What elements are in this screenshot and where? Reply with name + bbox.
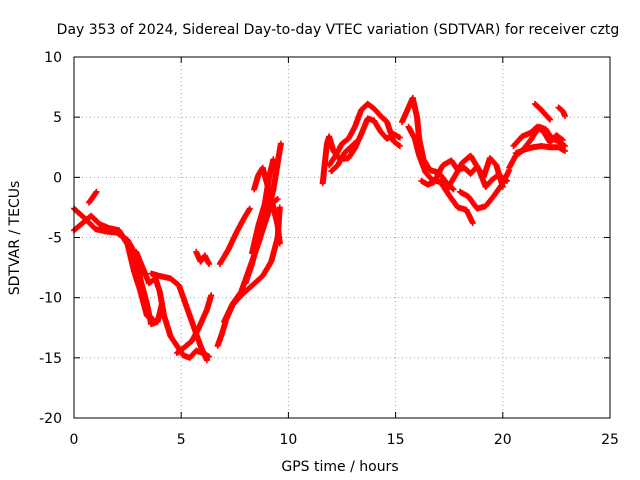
data-track	[512, 143, 568, 157]
data-track	[326, 100, 403, 169]
data-series-sdtvar	[71, 94, 568, 364]
data-track	[173, 292, 215, 356]
y-tick-label: 0	[53, 170, 62, 186]
x-tick-label: 5	[177, 432, 186, 448]
data-track	[405, 123, 476, 227]
data-point-markers	[216, 205, 253, 267]
data-track	[510, 123, 566, 149]
data-point-markers	[193, 248, 213, 267]
data-point-markers	[148, 270, 210, 364]
data-point-markers	[456, 167, 513, 212]
chart-title: Day 353 of 2024, Sidereal Day-to-day VTE…	[57, 22, 620, 38]
data-track	[148, 270, 210, 364]
x-tick-label: 15	[387, 432, 405, 448]
data-track	[328, 138, 360, 175]
data-point-markers	[328, 138, 360, 175]
data-track	[251, 164, 283, 247]
y-tick-label: -10	[39, 291, 62, 307]
data-point-markers	[86, 188, 100, 206]
x-tick-label: 25	[601, 432, 619, 448]
data-point-markers	[444, 152, 511, 193]
data-track	[444, 152, 511, 193]
grid	[74, 57, 610, 418]
data-track	[216, 205, 253, 267]
y-tick-label: -5	[48, 231, 62, 247]
data-point-markers	[173, 292, 215, 356]
data-track	[532, 100, 553, 123]
data-track	[193, 248, 213, 267]
y-tick-label: -20	[39, 411, 62, 427]
data-point-markers	[251, 164, 283, 247]
data-track	[456, 167, 513, 212]
y-axis-label: SDTVAR / TECUs	[7, 181, 23, 296]
y-tick-label: 10	[44, 50, 62, 66]
y-tick-label: -15	[39, 351, 62, 367]
data-point-markers	[510, 123, 566, 149]
x-tick-label: 10	[279, 432, 297, 448]
data-track	[555, 104, 568, 119]
data-point-markers	[512, 143, 568, 157]
x-tick-label: 20	[494, 432, 512, 448]
y-tick-label: 5	[53, 110, 62, 126]
data-track	[86, 188, 100, 206]
axis-ticks: 0 5 10 15 20 25 -20 -15 -10 -5 0 5 10	[39, 50, 619, 448]
data-point-markers	[326, 100, 403, 169]
data-point-markers	[555, 104, 568, 119]
data-point-markers	[405, 123, 476, 227]
x-tick-label: 0	[70, 432, 79, 448]
x-axis-label: GPS time / hours	[281, 459, 398, 475]
data-point-markers	[532, 100, 553, 123]
